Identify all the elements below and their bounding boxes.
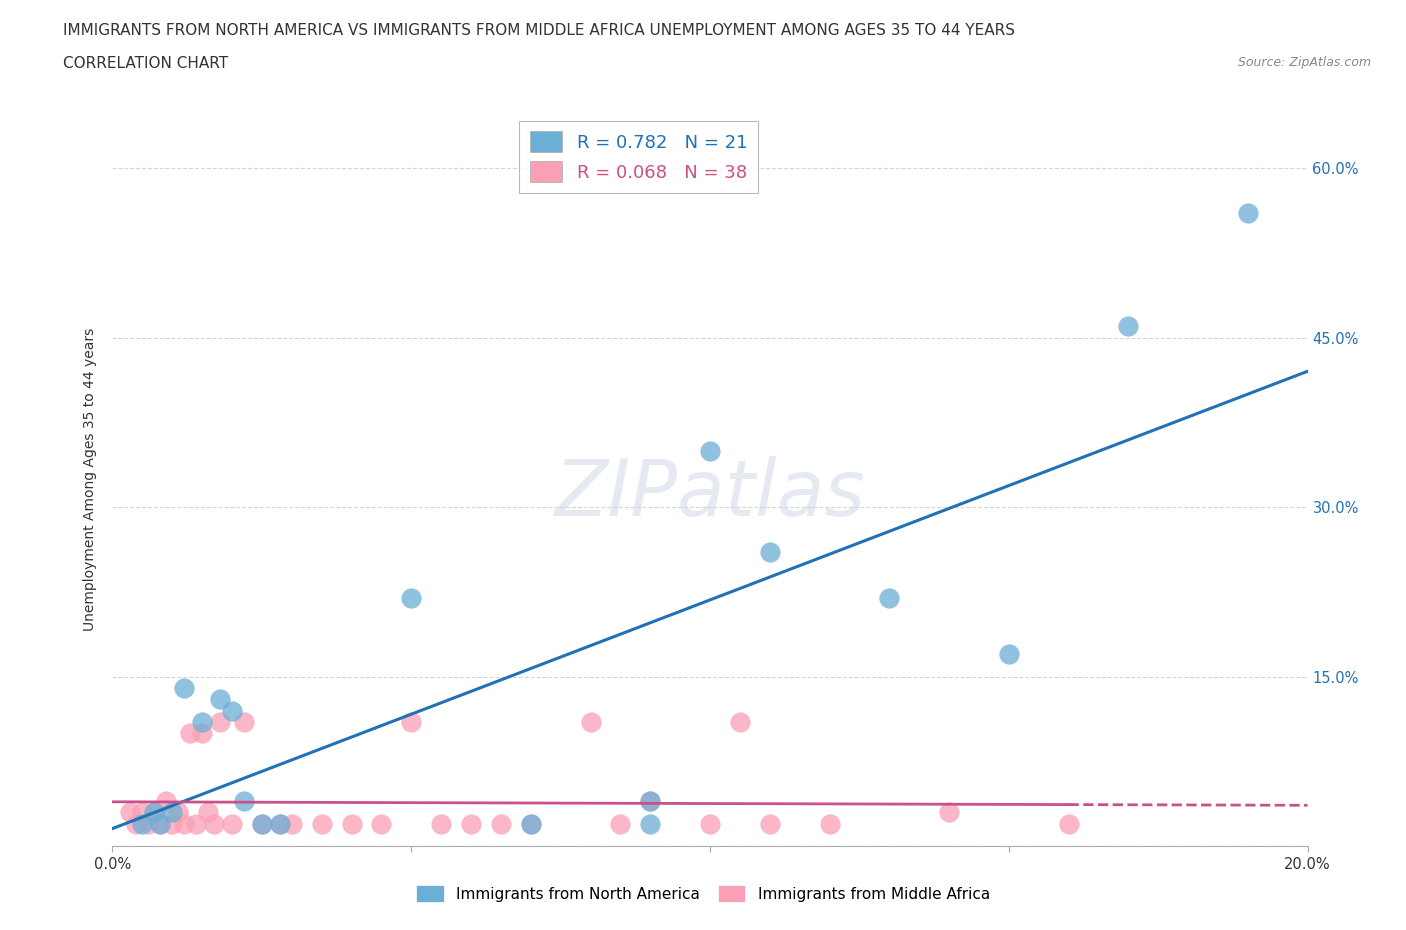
Legend: Immigrants from North America, Immigrants from Middle Africa: Immigrants from North America, Immigrant… [411, 879, 995, 909]
Point [131, 805, 153, 820]
Point [818, 817, 841, 831]
Point [221, 817, 243, 831]
Point [173, 817, 195, 831]
Point [1118, 319, 1140, 334]
Point [520, 817, 543, 831]
Point [162, 817, 183, 831]
Point [370, 817, 392, 831]
Point [149, 817, 172, 831]
Point [131, 817, 153, 831]
Point [609, 817, 631, 831]
Point [759, 817, 782, 831]
Point [202, 817, 225, 831]
Point [209, 692, 232, 707]
Text: Source: ZipAtlas.com: Source: ZipAtlas.com [1237, 56, 1371, 69]
Point [125, 817, 148, 831]
Point [938, 805, 960, 820]
Point [699, 444, 721, 458]
Legend: R = 0.782   N = 21, R = 0.068   N = 38: R = 0.782 N = 21, R = 0.068 N = 38 [519, 121, 758, 193]
Point [250, 817, 273, 831]
Point [138, 817, 160, 831]
Point [143, 805, 166, 820]
Point [340, 817, 363, 831]
Point [1057, 817, 1080, 831]
Point [269, 817, 291, 831]
Point [311, 817, 333, 831]
Point [430, 817, 453, 831]
Point [197, 805, 219, 820]
Point [579, 714, 602, 729]
Point [489, 817, 512, 831]
Point [120, 805, 142, 820]
Point [191, 725, 214, 740]
Point [209, 714, 232, 729]
Text: CORRELATION CHART: CORRELATION CHART [63, 56, 228, 71]
Point [520, 817, 543, 831]
Point [173, 681, 195, 696]
Point [460, 817, 482, 831]
Point [1237, 206, 1260, 220]
Point [401, 591, 423, 605]
Point [143, 805, 166, 820]
Point [179, 725, 201, 740]
Point [233, 793, 256, 808]
Point [167, 805, 190, 820]
Point [998, 646, 1021, 661]
Point [699, 817, 721, 831]
Point [728, 714, 751, 729]
Text: ZIPatlas: ZIPatlas [554, 456, 866, 532]
Point [250, 817, 273, 831]
Point [186, 817, 208, 831]
Point [640, 793, 662, 808]
Point [162, 805, 183, 820]
Point [221, 703, 243, 718]
Point [269, 817, 291, 831]
Point [640, 793, 662, 808]
Y-axis label: Unemployment Among Ages 35 to 44 years: Unemployment Among Ages 35 to 44 years [83, 327, 97, 631]
Text: IMMIGRANTS FROM NORTH AMERICA VS IMMIGRANTS FROM MIDDLE AFRICA UNEMPLOYMENT AMON: IMMIGRANTS FROM NORTH AMERICA VS IMMIGRA… [63, 23, 1015, 38]
Point [401, 714, 423, 729]
Point [149, 817, 172, 831]
Point [191, 714, 214, 729]
Point [759, 545, 782, 560]
Point [281, 817, 304, 831]
Point [879, 591, 901, 605]
Point [155, 793, 177, 808]
Point [233, 714, 256, 729]
Point [640, 817, 662, 831]
